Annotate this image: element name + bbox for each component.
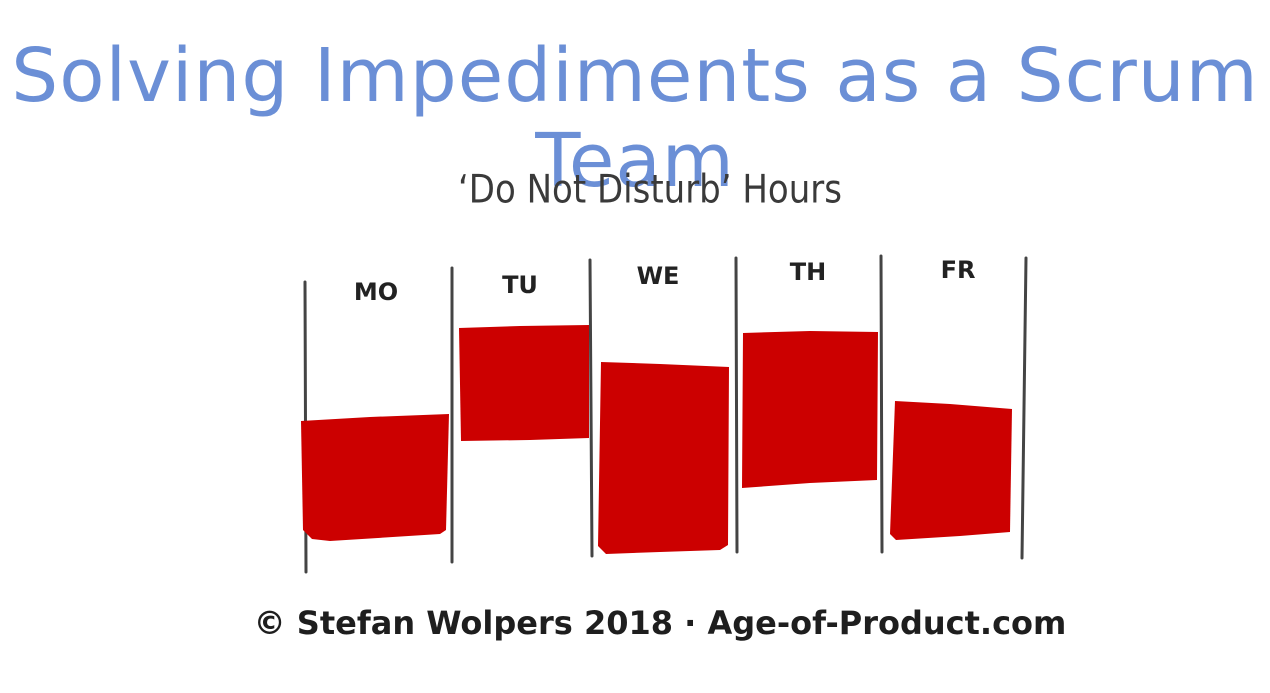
divider-line (879, 254, 884, 554)
day-label-mo: MO (354, 278, 398, 306)
dnd-block-fr (890, 401, 1012, 540)
dnd-block-tu (459, 325, 589, 441)
dnd-blocks (301, 325, 1012, 554)
day-label-fr: FR (941, 256, 976, 284)
divider-line (1020, 256, 1028, 560)
day-label-th: TH (790, 258, 826, 286)
day-label-tu: TU (502, 271, 538, 299)
divider-line (734, 256, 739, 554)
dnd-block-th (742, 331, 878, 488)
divider-line (588, 258, 594, 558)
diagram-title: Solving Impediments as a Scrum Team (11, 33, 1259, 205)
copyright-credit: © Stefan Wolpers 2018 · Age-of-Product.c… (253, 604, 1067, 642)
day-label-we: WE (637, 262, 680, 290)
diagram-subtitle: ‘Do Not Disturb’ Hours (458, 167, 842, 213)
dnd-block-we (598, 362, 729, 554)
dnd-block-mo (301, 414, 449, 541)
